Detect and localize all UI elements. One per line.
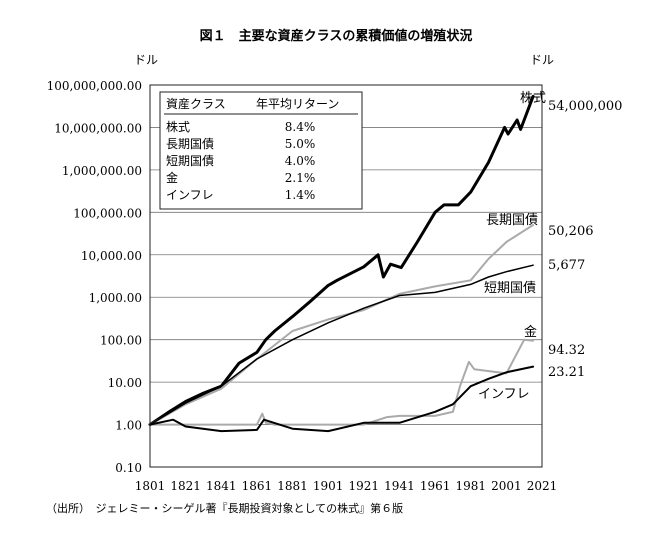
x-tick-label: 2001 [491,479,522,493]
x-tick-label: 1921 [349,479,380,493]
series-name-label: インフレ [478,387,530,402]
legend-row-asset: 短期国債 [166,153,214,168]
legend-row-return: 5.0% [285,137,316,151]
series-name-label: 株式 [520,91,546,106]
y-tick-label: 1.00 [115,419,142,433]
series-end-value: 94.32 [548,343,585,358]
y-tick-label: 10,000.00 [81,249,142,263]
series-end-value: 50,206 [548,224,594,239]
plot-frame [149,84,543,468]
y-tick-label: 1,000.00 [89,291,142,305]
legend-row-return: 8.4% [285,120,316,134]
legend-row-return: 4.0% [285,154,316,168]
series-name-label: 長期国債 [486,213,538,228]
x-tick-label: 1881 [277,479,308,493]
x-tick-label: 1821 [170,479,201,493]
series-lines [148,94,535,433]
x-tick-label: 1801 [135,479,166,493]
source-note: （出所） ジェレミー・シーゲル著『長期投資対象としての株式』第６版 [46,501,403,515]
legend-row-asset: 金 [166,170,178,185]
legend-rows: 株式 8.4% 長期国債 5.0% 短期国債 4.0% 金 2.1% インフレ 1.4% [166,119,315,202]
y-tick-label: 10,000,000.00 [54,121,142,135]
x-tick-label: 1961 [420,479,451,493]
series-line-2 [149,264,534,426]
series-end-value: 23.21 [548,365,585,380]
y-tick-label: 10.00 [108,376,142,390]
x-tick-label: 2021 [527,479,558,493]
legend-row-asset: インフレ [166,188,214,202]
legend-header-return: 年平均リターン [256,97,339,111]
series-name-label: 短期国債 [484,281,536,296]
legend-header-asset: 資産クラス [166,96,226,111]
series-line-4 [149,365,535,433]
series-end-value: 5,677 [548,258,585,273]
chart-title: 図１ 主要な資産クラスの累積価値の増殖状況 [200,28,473,44]
legend-row-asset: 株式 [166,119,190,134]
series-line-1 [149,224,535,426]
legend-row-return: 1.4% [285,188,316,202]
y-tick-labels: 100,000,000.00 10,000,000.00 1,000,000.00 1… [47,79,142,475]
y-axis-label-right: ドル [530,53,554,67]
x-tick-label: 1901 [313,479,344,493]
series-line-0 [148,94,535,427]
x-tick-label: 1861 [242,479,273,493]
y-tick-label: 100,000,000.00 [47,79,142,93]
y-tick-label: 0.10 [115,461,142,475]
series-line-3 [149,338,535,426]
legend-row-asset: 長期国債 [166,136,214,151]
y-tick-label: 100,000.00 [73,206,142,220]
y-tick-label: 100.00 [100,334,142,348]
legend-box [159,91,363,210]
x-tick-label: 1841 [206,479,237,493]
x-tick-label: 1941 [384,479,415,493]
legend-table: 資産クラス 年平均リターン 株式 8.4% 長期国債 5.0% 短期国債 4.0% 金 2.1… [159,91,363,210]
y-tick-label: 1,000,000.00 [62,164,142,178]
series-end-value: 54,000,000 [548,99,622,114]
x-tick-labels: 1801 1821 1841 1861 1881 1901 1921 1941 1961 1981… [135,479,558,493]
x-tick-label: 1981 [455,479,486,493]
series-name-label: 金 [524,324,537,340]
legend-row-return: 2.1% [285,171,316,185]
y-axis-label-left: ドル [134,53,158,67]
